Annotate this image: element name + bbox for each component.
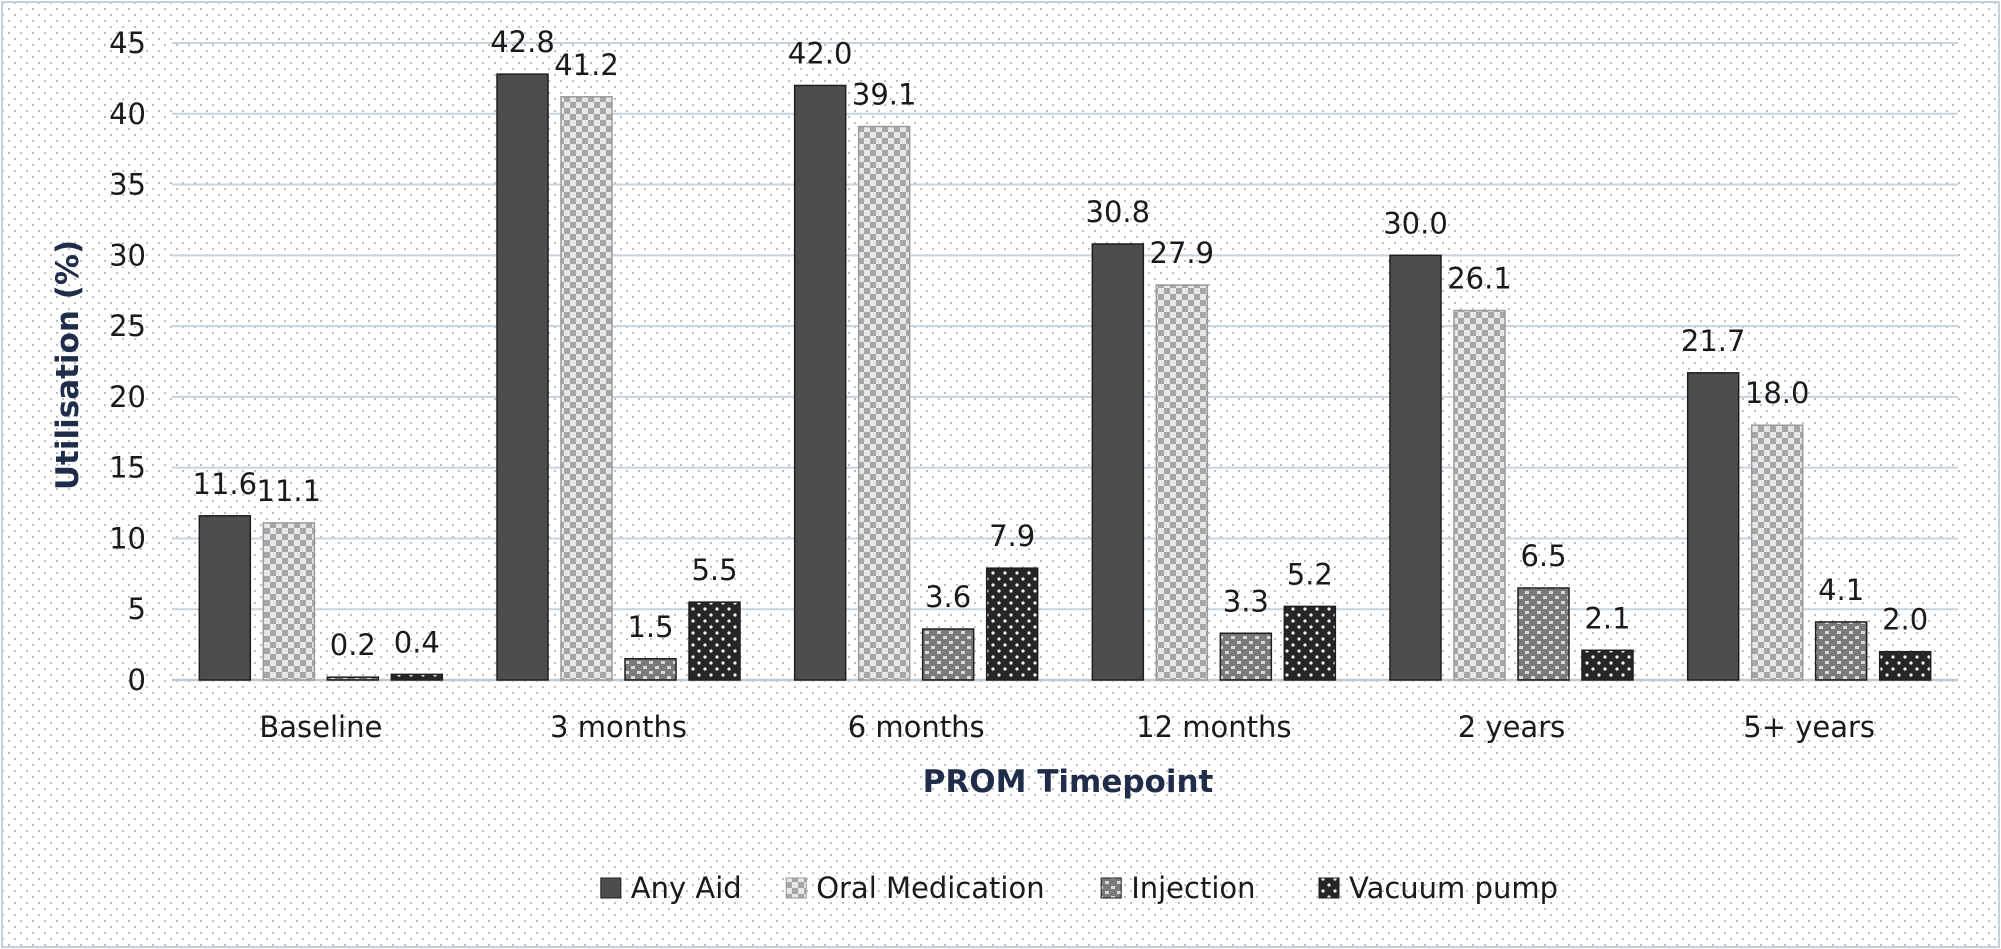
data-label: 30.8 <box>1086 195 1151 229</box>
data-label: 4.1 <box>1818 573 1864 607</box>
bar-vacuum-pump <box>688 601 741 681</box>
data-label: 2.0 <box>1882 603 1928 637</box>
bar-oral-medication <box>1750 424 1804 681</box>
y-axis-ticks: 0 5 10 15 20 25 30 35 40 45 <box>109 26 146 697</box>
bar-vacuum-pump <box>1581 649 1634 681</box>
y-tick-label: 40 <box>109 97 146 131</box>
x-category-label: 6 months <box>848 710 985 744</box>
gridlines <box>172 42 1958 682</box>
bar-injection <box>1219 632 1273 681</box>
legend-swatch <box>1318 877 1340 899</box>
y-axis-title: Utilisation (%) <box>50 240 86 490</box>
y-tick-label: 25 <box>109 309 146 343</box>
data-label: 11.6 <box>193 467 258 501</box>
y-tick-label: 0 <box>128 663 146 697</box>
legend-swatch <box>600 877 622 899</box>
data-labels: 11.6 11.1 0.2 0.4 42.841.2 1.5 5.5 42.0 39.1 3.6 7… <box>193 25 1929 662</box>
x-axis-categories: Baseline 3 months 6 months 12 months 2 years… <box>259 710 1875 744</box>
bar-oral-medication <box>560 96 613 681</box>
x-category-label: 3 months <box>550 710 687 744</box>
data-label: 5.5 <box>691 553 737 587</box>
y-tick-label: 10 <box>109 521 146 555</box>
bar-vacuum-pump <box>985 567 1039 681</box>
data-label: 7.9 <box>989 519 1035 553</box>
data-label: 6.5 <box>1520 539 1566 573</box>
bar-vacuum-pump <box>390 673 444 681</box>
legend-swatch <box>785 877 807 899</box>
bar-any-aid <box>1091 243 1145 681</box>
bar-oral-medication <box>1155 284 1209 681</box>
x-axis-title: PROM Timepoint <box>923 764 1214 800</box>
x-category-label: Baseline <box>259 710 382 744</box>
data-label: 0.2 <box>330 628 376 662</box>
y-tick-label: 45 <box>109 26 146 60</box>
data-label: 3.3 <box>1223 584 1269 618</box>
bar-any-aid <box>198 515 252 681</box>
y-tick-label: 5 <box>128 592 146 626</box>
data-label: 11.1 <box>257 474 322 508</box>
legend: Any Aid Oral Medication Injection Vacuum pu… <box>600 871 1558 905</box>
data-label: 41.2 <box>554 48 619 82</box>
legend-item-vacuum-pump: Vacuum pump <box>1318 871 1558 905</box>
data-label: 21.7 <box>1681 324 1746 358</box>
y-tick-label: 35 <box>109 168 146 202</box>
y-tick-label: 20 <box>109 380 146 414</box>
bar-any-aid <box>496 73 549 681</box>
legend-item-injection: Injection <box>1100 871 1256 905</box>
bars <box>198 73 1932 681</box>
data-label: 42.0 <box>788 36 853 70</box>
bar-injection <box>326 676 380 681</box>
bar-injection <box>921 628 975 681</box>
bar-oral-medication <box>262 522 316 681</box>
data-label: 3.6 <box>925 580 971 614</box>
data-label: 42.8 <box>490 25 555 59</box>
bar-injection <box>624 658 677 681</box>
x-category-label: 2 years <box>1458 710 1565 744</box>
data-label: 2.1 <box>1584 601 1630 635</box>
legend-label: Any Aid <box>631 871 742 905</box>
y-tick-label: 30 <box>109 238 146 272</box>
data-label: 0.4 <box>394 625 440 659</box>
legend-label: Oral Medication <box>816 871 1044 905</box>
bar-oral-medication <box>1453 309 1506 681</box>
data-label: 39.1 <box>852 78 917 112</box>
bar-oral-medication <box>857 125 911 681</box>
data-label: 26.1 <box>1447 262 1512 296</box>
legend-label: Vacuum pump <box>1349 871 1558 905</box>
data-label: 1.5 <box>627 610 673 644</box>
y-tick-label: 15 <box>109 451 146 485</box>
bar-vacuum-pump <box>1878 650 1932 681</box>
bar-any-aid <box>1686 372 1740 681</box>
bar-any-aid <box>1389 254 1442 681</box>
bar-injection <box>1517 587 1570 681</box>
legend-item-any-aid: Any Aid <box>600 871 742 905</box>
bar-any-aid <box>793 84 847 681</box>
data-label: 5.2 <box>1287 557 1333 591</box>
x-category-label: 5+ years <box>1743 710 1875 744</box>
bar-vacuum-pump <box>1283 605 1337 681</box>
x-category-label: 12 months <box>1136 710 1291 744</box>
legend-swatch <box>1100 877 1122 899</box>
bar-injection <box>1814 621 1868 681</box>
data-label: 18.0 <box>1745 376 1810 410</box>
data-label: 30.0 <box>1383 206 1448 240</box>
data-label: 27.9 <box>1150 236 1215 270</box>
legend-item-oral-medication: Oral Medication <box>785 871 1045 905</box>
legend-label: Injection <box>1131 871 1255 905</box>
